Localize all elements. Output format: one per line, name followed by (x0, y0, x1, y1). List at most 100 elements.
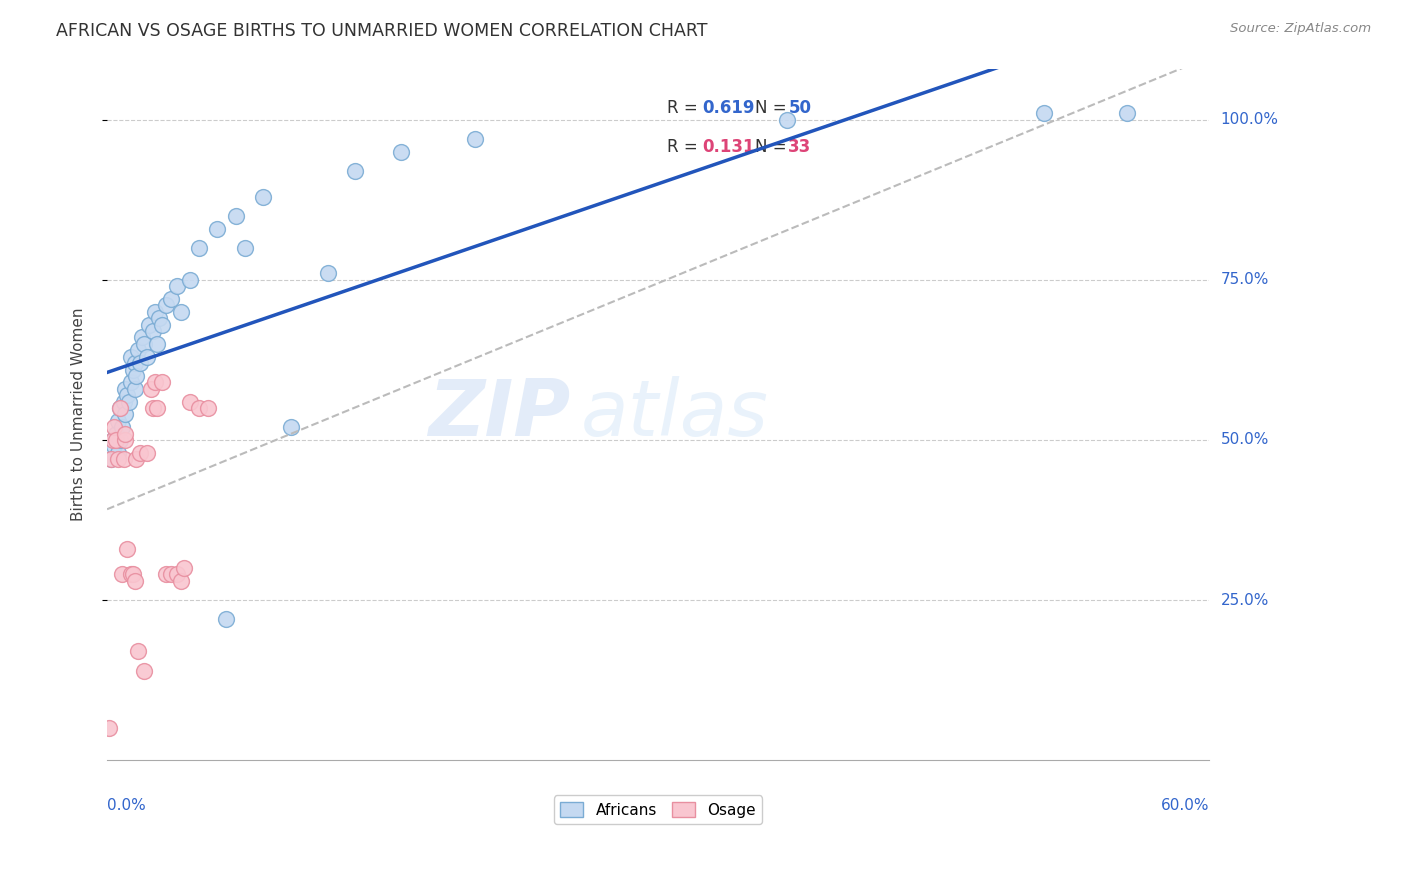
Text: atlas: atlas (581, 376, 769, 452)
Point (107, 446, 129, 460)
Text: N =: N = (755, 137, 792, 156)
Point (187, 241, 209, 255)
Point (160, 292, 183, 306)
Point (118, 394, 141, 409)
Point (101, 433, 124, 447)
Point (112, 452, 135, 467)
Point (112, 394, 135, 409)
Point (131, 330, 153, 344)
Point (120, 350, 142, 364)
Point (225, 209, 247, 223)
Point (173, 561, 195, 575)
Point (136, 350, 159, 364)
Point (776, 112, 799, 127)
Text: 50: 50 (789, 99, 811, 117)
Point (166, 567, 188, 582)
Point (124, 382, 146, 396)
Point (138, 318, 160, 332)
Text: 75.0%: 75.0% (1220, 272, 1268, 287)
Point (136, 446, 159, 460)
Point (105, 433, 128, 447)
Text: 0.619: 0.619 (703, 99, 755, 117)
Point (155, 298, 177, 312)
Point (197, 401, 219, 415)
Point (150, 318, 173, 332)
Point (111, 420, 134, 434)
Legend: Africans, Osage: Africans, Osage (554, 796, 762, 823)
Point (114, 426, 136, 441)
Y-axis label: Births to Unmarried Women: Births to Unmarried Women (72, 308, 86, 521)
Point (103, 439, 125, 453)
Point (143, 305, 166, 319)
Text: 33: 33 (789, 137, 811, 156)
Text: R =: R = (666, 99, 703, 117)
Text: ZIP: ZIP (427, 376, 569, 452)
Point (114, 408, 136, 422)
Point (148, 311, 170, 326)
Point (124, 574, 146, 588)
Point (179, 394, 201, 409)
Point (179, 273, 201, 287)
Point (155, 567, 177, 582)
Text: 100.0%: 100.0% (1220, 112, 1278, 128)
Point (187, 401, 209, 415)
Text: 60.0%: 60.0% (1161, 798, 1209, 814)
Point (100, 452, 122, 467)
Point (107, 414, 129, 428)
Text: 0.0%: 0.0% (107, 798, 146, 814)
Point (145, 401, 167, 415)
Text: Source: ZipAtlas.com: Source: ZipAtlas.com (1230, 22, 1371, 36)
Point (121, 362, 143, 376)
Point (120, 376, 142, 390)
Point (114, 433, 136, 447)
Point (169, 305, 191, 319)
Point (150, 376, 173, 390)
Point (207, 221, 229, 235)
Point (166, 279, 188, 293)
Point (389, 145, 412, 159)
Point (125, 452, 148, 467)
Point (145, 337, 167, 351)
Point (129, 446, 152, 460)
Point (463, 132, 485, 146)
Point (101, 433, 124, 447)
Text: 50.0%: 50.0% (1220, 433, 1268, 448)
Point (121, 567, 143, 582)
Point (97, 721, 120, 735)
Point (233, 241, 256, 255)
Point (143, 376, 166, 390)
Point (252, 189, 274, 203)
Point (129, 356, 152, 370)
Point (1033, 106, 1056, 120)
Point (280, 420, 302, 434)
Point (132, 337, 155, 351)
Point (169, 574, 191, 588)
Point (142, 324, 165, 338)
Text: R =: R = (666, 137, 703, 156)
Point (108, 401, 131, 415)
Point (160, 567, 183, 582)
Point (125, 368, 148, 383)
Point (108, 401, 131, 415)
Point (105, 426, 128, 441)
Point (132, 664, 155, 678)
Point (117, 388, 139, 402)
Point (111, 567, 134, 582)
Point (114, 382, 136, 396)
Point (142, 401, 165, 415)
Point (107, 452, 129, 467)
Point (100, 452, 122, 467)
Text: AFRICAN VS OSAGE BIRTHS TO UNMARRIED WOMEN CORRELATION CHART: AFRICAN VS OSAGE BIRTHS TO UNMARRIED WOM… (56, 22, 707, 40)
Point (141, 382, 163, 396)
Point (108, 433, 131, 447)
Point (103, 420, 125, 434)
Point (124, 356, 146, 370)
Point (117, 541, 139, 556)
Point (344, 164, 367, 178)
Point (120, 567, 142, 582)
Point (1115, 106, 1137, 120)
Point (127, 644, 149, 658)
Point (316, 267, 339, 281)
Text: 25.0%: 25.0% (1220, 592, 1268, 607)
Text: 0.131: 0.131 (703, 137, 755, 156)
